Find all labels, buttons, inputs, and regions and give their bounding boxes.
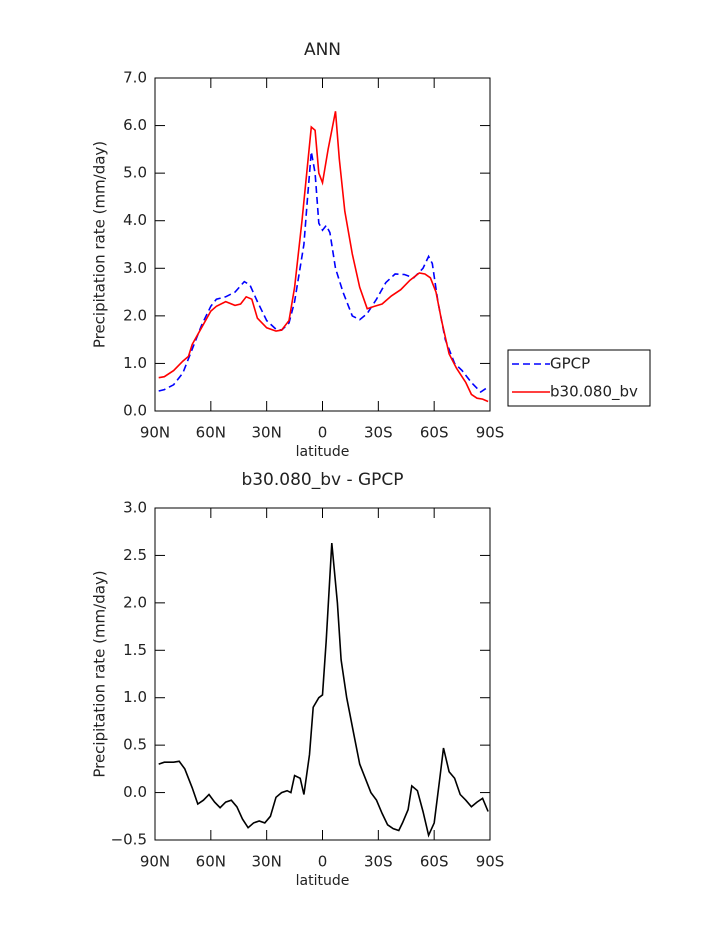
x-tick-label: 30S	[364, 853, 393, 871]
plot-frame	[154, 507, 491, 841]
x-tick-label: 30N	[252, 424, 282, 442]
plot-frame	[154, 77, 491, 412]
legend-label: b30.080_bv	[550, 383, 638, 402]
y-tick-label: 0.0	[123, 402, 147, 420]
chart-title: ANN	[304, 40, 341, 60]
data-line	[158, 543, 489, 838]
y-tick-label: 1.5	[123, 641, 147, 659]
x-tick-label: 90S	[476, 424, 505, 442]
x-tick-label: 90N	[140, 424, 170, 442]
y-tick-label: 2.0	[123, 593, 147, 611]
y-tick-label: 5.0	[123, 164, 147, 182]
y-tick-label: 7.0	[123, 69, 147, 87]
x-tick-label: 60S	[420, 853, 449, 871]
y-tick-label: 2.0	[123, 306, 147, 324]
x-tick-label: 60N	[196, 853, 226, 871]
data-line	[158, 111, 489, 403]
y-tick-label: −0.5	[111, 831, 147, 849]
legend-box	[507, 349, 651, 407]
y-axis-label: Precipitation rate (mm/day)	[91, 141, 109, 348]
y-tick-label: 0.5	[123, 736, 147, 754]
x-tick-label: 90N	[140, 853, 170, 871]
y-tick-label: 3.0	[123, 259, 147, 277]
y-tick-label: 2.5	[123, 546, 147, 564]
x-tick-label: 60N	[196, 424, 226, 442]
x-tick-label: 30N	[252, 853, 282, 871]
y-tick-label: 0.0	[123, 783, 147, 801]
y-tick-label: 1.0	[123, 688, 147, 706]
y-tick-label: 6.0	[123, 116, 147, 134]
data-line	[158, 151, 487, 394]
y-tick-label: 4.0	[123, 211, 147, 229]
y-axis-label: Precipitation rate (mm/day)	[91, 570, 109, 777]
x-tick-label: 90S	[476, 853, 505, 871]
x-tick-label: 0	[318, 424, 328, 442]
x-tick-label: 60S	[420, 424, 449, 442]
x-axis-label: latitude	[296, 444, 350, 460]
legend-label: GPCP	[550, 355, 590, 373]
chart-title: b30.080_bv - GPCP	[241, 470, 403, 490]
y-tick-label: 3.0	[123, 499, 147, 517]
x-axis-label: latitude	[296, 873, 350, 889]
y-tick-label: 1.0	[123, 354, 147, 372]
x-tick-label: 0	[318, 853, 328, 871]
x-tick-label: 30S	[364, 424, 393, 442]
